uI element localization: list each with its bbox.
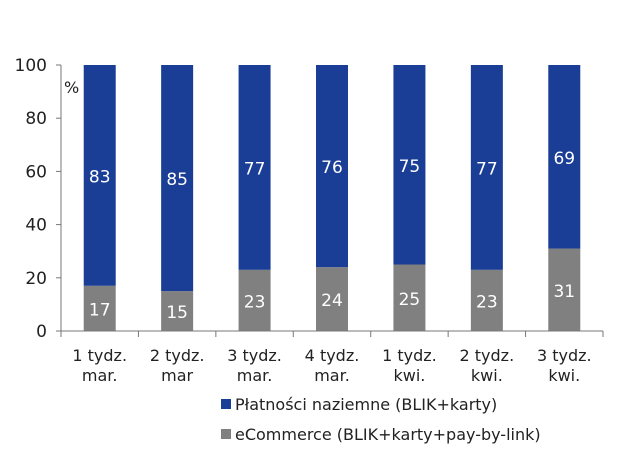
x-tick-label: 2 tydz. mar — [150, 346, 205, 385]
bar-segment — [548, 248, 581, 331]
data-label: 69 — [553, 149, 575, 169]
data-label: 25 — [399, 290, 421, 310]
data-label: 31 — [553, 282, 575, 302]
legend-swatch — [221, 399, 231, 409]
y-tick-label: 0 — [36, 322, 47, 342]
data-label: 75 — [399, 157, 421, 177]
y-unit-label: % — [64, 78, 79, 97]
bar-segment — [470, 65, 503, 270]
data-label: 76 — [321, 158, 343, 178]
y-axis: 0 20 40 60 80 100 — [15, 56, 62, 342]
x-tick-label: 1 tydz. kwi. — [382, 346, 437, 385]
legend: Płatności naziemne (BLIK+karty) eCommerce… — [221, 395, 541, 444]
bar-segment — [393, 65, 426, 265]
x-tick-label: 1 tydz. mar. — [72, 346, 127, 385]
data-label: 77 — [244, 159, 266, 179]
legend-label: Płatności naziemne (BLIK+karty) — [235, 395, 497, 414]
bar-segment — [470, 269, 503, 331]
data-label: 24 — [321, 291, 343, 311]
bars: 17 83 15 85 23 77 24 76 25 75 23 77 31 69 — [83, 65, 581, 331]
y-tick-label: 60 — [25, 162, 47, 182]
bar-segment — [238, 269, 271, 331]
data-label: 77 — [476, 159, 498, 179]
bar-segment — [238, 65, 271, 270]
data-label: 15 — [166, 303, 188, 323]
y-tick-label: 20 — [25, 269, 47, 289]
bar-segment — [316, 267, 348, 331]
x-tick-label: 3 tydz. mar. — [227, 346, 282, 385]
y-tick-label: 40 — [25, 216, 47, 236]
y-tick-label: 100 — [15, 56, 47, 76]
bar-segment — [548, 65, 581, 249]
x-axis: 1 tydz. mar. 2 tydz. mar 3 tydz. mar. 4 tydz. m… — [60, 330, 604, 385]
legend-swatch — [221, 429, 231, 439]
x-tick-label: 3 tydz. kwi. — [537, 346, 592, 385]
bar-segment — [161, 65, 194, 292]
bar-segment — [83, 285, 116, 331]
data-label: 83 — [89, 167, 111, 187]
legend-label: eCommerce (BLIK+karty+pay-by-link) — [235, 425, 541, 444]
data-label: 17 — [89, 300, 111, 320]
x-tick-label: 4 tydz. mar. — [305, 346, 360, 385]
bar-segment — [393, 264, 426, 331]
y-tick-label: 80 — [25, 109, 47, 129]
bar-segment — [83, 65, 116, 286]
x-tick-label: 2 tydz. kwi. — [460, 346, 515, 385]
bar-segment — [316, 65, 348, 268]
data-label: 85 — [166, 170, 188, 190]
data-label: 23 — [476, 292, 498, 312]
data-label: 23 — [244, 292, 266, 312]
bar-segment — [161, 291, 194, 331]
